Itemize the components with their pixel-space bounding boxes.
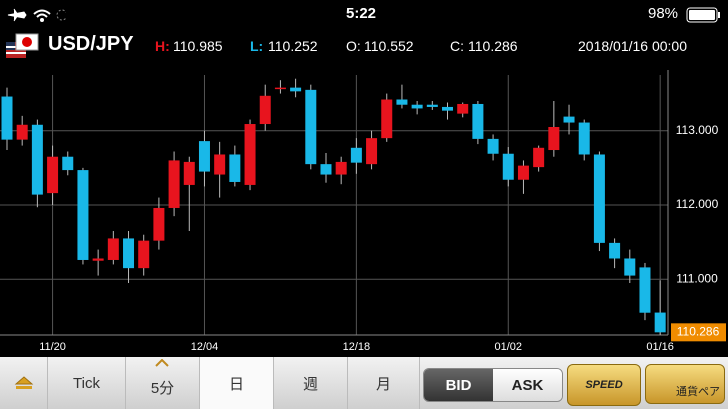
candle-body (381, 99, 393, 139)
open-value: 110.552 (364, 38, 414, 54)
candle-body (442, 106, 454, 111)
candle-body (624, 258, 636, 276)
close-label: C: (450, 38, 464, 54)
clock: 5:22 (346, 5, 377, 22)
currency-pair: USD/JPY (48, 33, 134, 55)
candle-body (62, 156, 74, 171)
bid-button[interactable]: BID (424, 369, 493, 401)
price-marker (671, 323, 726, 342)
candle-body (366, 138, 378, 165)
eject-icon (14, 376, 33, 389)
candle-body (244, 124, 256, 185)
speed-button[interactable]: SPEED (567, 364, 641, 406)
candle-body (502, 153, 514, 180)
x-tick-label: 12/04 (191, 341, 219, 353)
side-toggle: BID ASK (423, 368, 563, 402)
y-tick-label: 112.000 (676, 197, 719, 211)
candle-body (31, 124, 43, 195)
candle-body (578, 122, 590, 155)
x-tick-label: 01/02 (495, 341, 523, 353)
battery-level: 98% (648, 5, 679, 22)
candle-body (214, 154, 226, 175)
chart: 111.000 112.000 113.000 11/20 12/04 12/18 01/0… (0, 70, 726, 353)
candle-body (320, 164, 332, 175)
period-button-selected[interactable]: 日 (200, 357, 274, 409)
quote-header: USD/JPY H: 110.985 L: 110.252 O: 110.552… (0, 30, 728, 60)
open-label: O: (346, 38, 361, 54)
status-bar: 5:22 98% (0, 0, 728, 30)
candle-body (639, 267, 651, 313)
candle-body (16, 124, 28, 140)
low-value: 110.252 (268, 38, 318, 54)
candle-body (350, 147, 362, 163)
period-button[interactable]: Tick (48, 357, 126, 409)
x-tick-label: 11/20 (39, 341, 66, 353)
candle-body (168, 160, 180, 208)
candle-body (77, 170, 89, 260)
candle-body (411, 104, 423, 109)
candle-body (259, 95, 271, 125)
status-icons (7, 8, 66, 22)
datetime: 2018/01/16 00:00 (578, 38, 687, 54)
candle-body (153, 207, 165, 241)
candle-body (123, 238, 135, 269)
high-value: 110.985 (173, 38, 223, 54)
collapse-button[interactable] (0, 357, 48, 409)
candle-body (335, 161, 347, 175)
candle-body (290, 87, 302, 92)
candle-body (533, 147, 545, 168)
candle-body (593, 154, 605, 243)
x-tick-label: 01/16 (646, 341, 674, 353)
candle-body (472, 103, 484, 139)
candle-body (305, 89, 317, 165)
x-tick-label: 12/18 (343, 341, 371, 353)
candle-body (609, 242, 621, 259)
y-tick-label: 113.000 (676, 123, 719, 137)
candle-body (426, 104, 438, 107)
caret (155, 359, 169, 367)
candle-body (229, 154, 241, 182)
candle-body (92, 258, 104, 261)
pair-button[interactable]: 通貨ペア (645, 364, 725, 404)
candle-body (517, 165, 529, 180)
battery-icon (686, 7, 720, 23)
y-tick-label: 111.000 (676, 271, 718, 285)
candle-body (183, 161, 195, 185)
candle-body (274, 87, 286, 90)
ask-button[interactable]: ASK (493, 369, 562, 401)
candle-body (198, 141, 210, 172)
candle-body (548, 127, 560, 151)
close-value: 110.286 (468, 38, 518, 54)
candle-body (563, 116, 575, 123)
high-label: H: (155, 38, 170, 54)
candle-body (1, 96, 13, 140)
candle-body (107, 238, 119, 260)
currency-flags (6, 33, 39, 58)
period-button[interactable]: 5分 (126, 357, 200, 409)
candle-body (47, 156, 59, 194)
candle-body (487, 138, 499, 154)
candle-body (396, 99, 408, 105)
candle-body (457, 103, 469, 114)
low-label: L: (250, 38, 264, 54)
price-marker-label: 110.286 (677, 324, 720, 338)
period-button[interactable]: 週 (274, 357, 348, 409)
candle-body (654, 312, 666, 333)
candle-body (138, 240, 150, 269)
period-button[interactable]: 月 (348, 357, 420, 409)
